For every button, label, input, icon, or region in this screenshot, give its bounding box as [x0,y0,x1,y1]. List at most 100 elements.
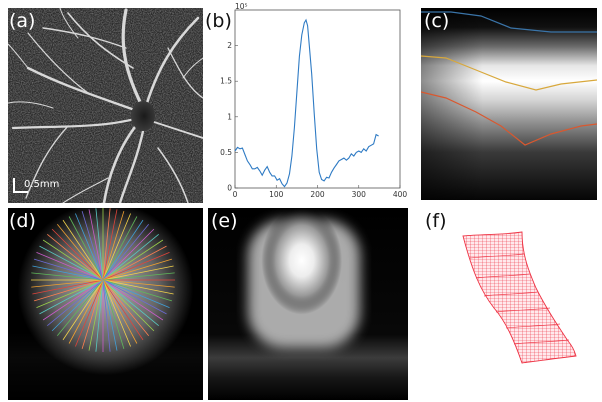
radial-ray [102,258,173,281]
panel-label-b: (b) [205,10,232,32]
radial-ray [102,279,175,288]
radial-ray [62,279,104,341]
vessel-line [102,121,140,203]
radial-ray [102,279,138,344]
panel-label-c: (c) [424,10,450,32]
line-chart: 0 100 200 300 400 0 0.5 1 1.5 2 10⁵ [220,2,408,199]
radial-ray [102,279,174,295]
radial-ray [39,279,104,315]
radial-ray [102,279,159,327]
radial-ray [51,228,104,281]
vessel-line [11,116,140,130]
panel-f-mesh: (f) [418,208,598,398]
radial-ray [81,279,104,350]
panel-label-a: (a) [9,10,36,32]
radial-ray [88,209,104,281]
radial-ray [102,210,125,281]
radial-ray [39,245,104,281]
radial-ray [75,279,104,347]
angiogram-image [8,8,203,203]
boundary-top-line [421,11,597,33]
radial-ray [47,233,104,281]
vessel-line [25,125,69,199]
radial-ray [102,208,111,281]
vessel-line [59,8,79,39]
panel-label-f: (f) [425,210,447,232]
radial-ray [102,265,174,281]
mesh-outline [462,231,577,364]
radial-ray [102,219,144,281]
radial-ray [102,245,167,281]
panel-e-blob: (e) [208,208,408,400]
radial-ray [102,228,155,281]
radial-lines-image [8,208,203,400]
radial-ray [36,252,104,281]
radial-ray [102,233,159,281]
radial-ray [102,279,125,350]
boundary-middle-line [421,55,597,91]
vessel-line [121,8,145,110]
vessel-line [8,101,54,109]
radial-ray [42,279,104,321]
radial-ray [75,213,104,281]
vessel-line [67,12,134,69]
series-line-0 [234,18,379,188]
panel-b-intensity-plot: 0 100 200 300 400 0 0.5 1 1.5 2 10⁵ (b) [203,0,411,200]
radial-ray [81,210,104,281]
radial-ray [68,216,104,281]
radial-ray [31,272,104,281]
radial-ray [102,216,138,281]
radial-ray [102,279,150,336]
x-tick-label: 100 [269,190,284,199]
radial-ray [102,209,118,281]
radial-ray [102,279,170,308]
radial-ray [36,279,104,308]
radial-ray [102,279,167,315]
panel-d-radial-lines: (d) [8,208,203,400]
vessel-line [144,16,200,108]
radial-ray [102,272,175,281]
radial-ray [32,265,104,281]
vessel-line [62,177,109,203]
radial-ray [102,224,150,281]
radial-ray [47,279,104,327]
panel-label-d: (d) [9,210,36,232]
vessel-line [182,57,203,79]
vessel-line [118,124,146,203]
radial-ray [95,279,104,352]
mesh-tube-image [462,231,577,364]
x-tick-label: 300 [352,190,367,199]
vessel-line [8,43,29,69]
panel-c-cross-section: (c) [421,8,597,200]
y-tick-label: 0.5 [220,148,232,157]
radial-ray [56,279,104,336]
radial-ray [51,279,104,332]
vessel-line [157,147,189,203]
panel-a-angiogram: (a) 0.5mm [8,8,203,203]
y-tick-label: 1 [227,112,232,121]
radial-ray [32,279,104,295]
scale-bar-label: 0.5mm [24,179,60,190]
radial-ray [102,213,131,281]
radial-ray [62,219,104,281]
radial-ray [102,279,118,351]
radial-ray [102,279,131,347]
radial-ray [68,279,104,344]
x-tick-label: 400 [393,190,408,199]
radial-ray [33,258,104,281]
cross-section-image [421,8,597,200]
radial-ray [33,279,104,302]
vessel-line [27,32,89,94]
radial-ray [102,279,155,332]
radial-ray [102,279,164,321]
radial-ray [42,239,104,281]
scale-bar [13,178,28,193]
y-tick-label: 0 [227,184,232,193]
radial-ray [88,279,104,351]
radial-ray [56,224,104,281]
radial-ray [102,252,170,281]
blob-image [208,208,408,400]
radial-ray [102,279,111,352]
radial-ray [31,279,104,288]
y-exponent-label: 10⁵ [235,2,248,11]
